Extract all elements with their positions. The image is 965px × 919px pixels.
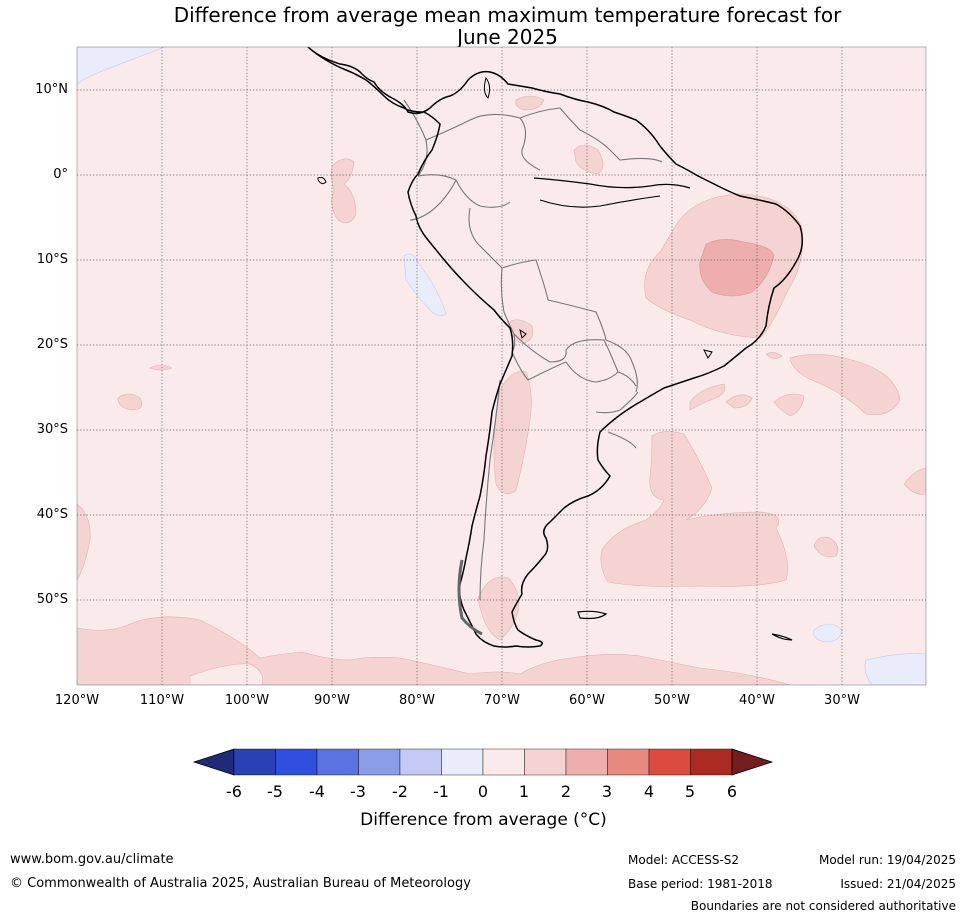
colorbar-bin (275, 748, 318, 776)
colorbar-bin (690, 748, 733, 776)
map-frame (76, 46, 927, 686)
amazon-river (533, 177, 691, 189)
lon-label: 70°W (484, 693, 520, 708)
lon-label: 110°W (139, 693, 185, 708)
island-chiloe-archipelago (457, 559, 483, 636)
lon-label: 40°W (739, 693, 775, 708)
disclaimer-text: Boundaries are not considered authoritat… (690, 899, 956, 913)
colorbar (192, 748, 774, 776)
anomaly-patch-patagonia (477, 576, 520, 641)
lat-label: 20°S (36, 337, 68, 352)
colorbar-tick-label: 0 (477, 782, 489, 801)
colorbar-bin (233, 748, 276, 776)
anomaly-patch-venezuela (515, 95, 545, 111)
copyright-text: © Commonwealth of Australia 2025, Austra… (10, 876, 471, 891)
south-america-coastline (307, 47, 803, 648)
colorbar-tick-label: 1 (518, 782, 530, 801)
colorbar-bin (316, 748, 359, 776)
colorbar-tick-label: -2 (392, 782, 408, 801)
title-line-1: Difference from average mean maximum tem… (173, 3, 842, 27)
colorbar-tick-label: 3 (601, 782, 613, 801)
lat-label: 0° (53, 167, 68, 182)
graticule (77, 47, 926, 685)
lon-label: 90°W (314, 693, 350, 708)
lake-maracaibo (483, 76, 491, 99)
lon-label: 120°W (54, 693, 100, 708)
colorbar-bin (358, 748, 401, 776)
lat-label: 50°S (36, 592, 68, 607)
anomaly-patch-western-edge (77, 503, 91, 581)
issued-text: Issued: 21/04/2025 (840, 877, 956, 891)
colorbar-extend-high (731, 748, 774, 776)
colorbar-tick-label: 5 (684, 782, 696, 801)
anomaly-patch-brazil-core (699, 239, 775, 297)
colorbar-bin (399, 748, 442, 776)
anomaly-patch-pacific-small (149, 364, 173, 371)
colorbar-tick-label: 2 (560, 782, 572, 801)
colorbar-tick-label: -4 (309, 782, 325, 801)
colorbar-tick-label: 6 (726, 782, 738, 801)
anomaly-patch-atlantic-small2 (725, 394, 753, 409)
title-line-2: June 2025 (457, 25, 558, 49)
temperature-anomaly-map (76, 46, 927, 686)
island-galapagos (317, 177, 327, 185)
colorbar-bin (524, 748, 567, 776)
lon-label: 100°W (224, 693, 270, 708)
colorbar-tick-label: -1 (433, 782, 449, 801)
lat-label: 10°S (36, 252, 68, 267)
anomaly-patch-coast-east (765, 352, 783, 359)
anomaly-patch-atlantic-far-east (903, 467, 926, 495)
anomaly-patch-southatlantic-large (600, 431, 788, 587)
lat-label: 10°N (35, 82, 68, 97)
colorbar-extend-low (192, 748, 235, 776)
lake-titicaca (519, 328, 527, 339)
anomaly-patch-cool-southeast (864, 653, 926, 685)
anomaly-patch-andes (493, 371, 532, 495)
colorbar-title: Difference from average (°C) (360, 810, 607, 830)
anomaly-patch-pacific-east (117, 393, 143, 411)
anomaly-patch-atlantic-east (789, 354, 901, 415)
lon-label: 50°W (654, 693, 690, 708)
map-title: Difference from average mean maximum tem… (0, 4, 965, 48)
lon-label: 80°W (399, 693, 435, 708)
base-period-text: Base period: 1981-2018 (628, 877, 773, 891)
colorbar-tick-label: -3 (350, 782, 366, 801)
model-run-text: Model run: 19/04/2025 (818, 853, 956, 867)
website-link[interactable]: www.bom.gov.au/climate (10, 852, 174, 867)
anomaly-patch-cool-northwest (77, 47, 166, 85)
colorbar-bin (648, 748, 691, 776)
lon-label: 60°W (569, 693, 605, 708)
colorbar-bin (482, 748, 525, 776)
colorbar-bin (565, 748, 608, 776)
colorbar-tick-label: -6 (226, 782, 242, 801)
lat-label: 40°S (36, 507, 68, 522)
lon-label: 30°W (824, 693, 860, 708)
island-atlantic (703, 349, 713, 359)
anomaly-patch-guyana (573, 144, 604, 175)
anomaly-patch-cool-southatlantic (813, 623, 843, 643)
anomaly-patch-atlantic-round (813, 536, 839, 558)
colorbar-bin (607, 748, 650, 776)
colorbar-tick-label: -5 (267, 782, 283, 801)
colorbar-tick-label: 4 (643, 782, 655, 801)
anomaly-patch-atlantic-small3 (773, 393, 805, 417)
anomaly-patch-atlantic-small1 (689, 383, 726, 411)
anomaly-patch-southern-hole (189, 663, 264, 685)
island-south-georgia (771, 633, 793, 641)
anomaly-patch-cool-peru (403, 253, 447, 316)
island-falklands (577, 610, 608, 620)
model-text: Model: ACCESS-S2 (628, 853, 740, 867)
river-lower (539, 195, 661, 208)
lat-label: 30°S (36, 422, 68, 437)
colorbar-bin (441, 748, 484, 776)
